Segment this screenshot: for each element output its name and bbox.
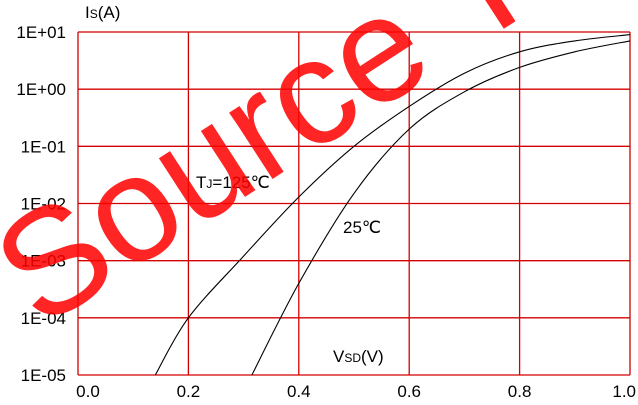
y-tick-labels: 1E+01 1E+00 1E-01 1E-02 1E-03 1E-04 1E-05	[16, 23, 66, 385]
x-axis-label: VSD(V)	[333, 347, 384, 366]
x-tick-label: 0.4	[287, 382, 311, 401]
curve-25c	[251, 40, 631, 376]
curves	[154, 34, 631, 376]
x-tick-labels: 0.0 0.2 0.4 0.6 0.8 1.0	[76, 382, 636, 401]
svg-text:Source Tec: Source Tec	[0, 0, 638, 357]
y-tick-label: 1E+00	[16, 80, 66, 99]
y-tick-label: 1E-01	[21, 137, 66, 156]
y-tick-label: 1E-04	[21, 309, 66, 328]
x-tick-label: 0.6	[397, 382, 421, 401]
y-tick-label: 1E+01	[16, 23, 66, 42]
x-tick-label: 1.0	[612, 382, 636, 401]
watermark: Source Tec	[0, 0, 638, 357]
y-axis-label: IS(A)	[85, 3, 120, 22]
x-tick-label: 0.8	[508, 382, 532, 401]
x-tick-label: 0.0	[76, 382, 100, 401]
y-tick-label: 1E-05	[21, 366, 66, 385]
grid-lines	[77, 31, 631, 376]
curve-125c	[154, 34, 631, 376]
x-tick-label: 0.2	[177, 382, 201, 401]
y-tick-label: 1E-03	[21, 252, 66, 271]
series-label-25c: 25℃	[343, 218, 381, 237]
series-label-125c: TJ=125℃	[196, 173, 270, 192]
y-tick-label: 1E-02	[21, 195, 66, 214]
